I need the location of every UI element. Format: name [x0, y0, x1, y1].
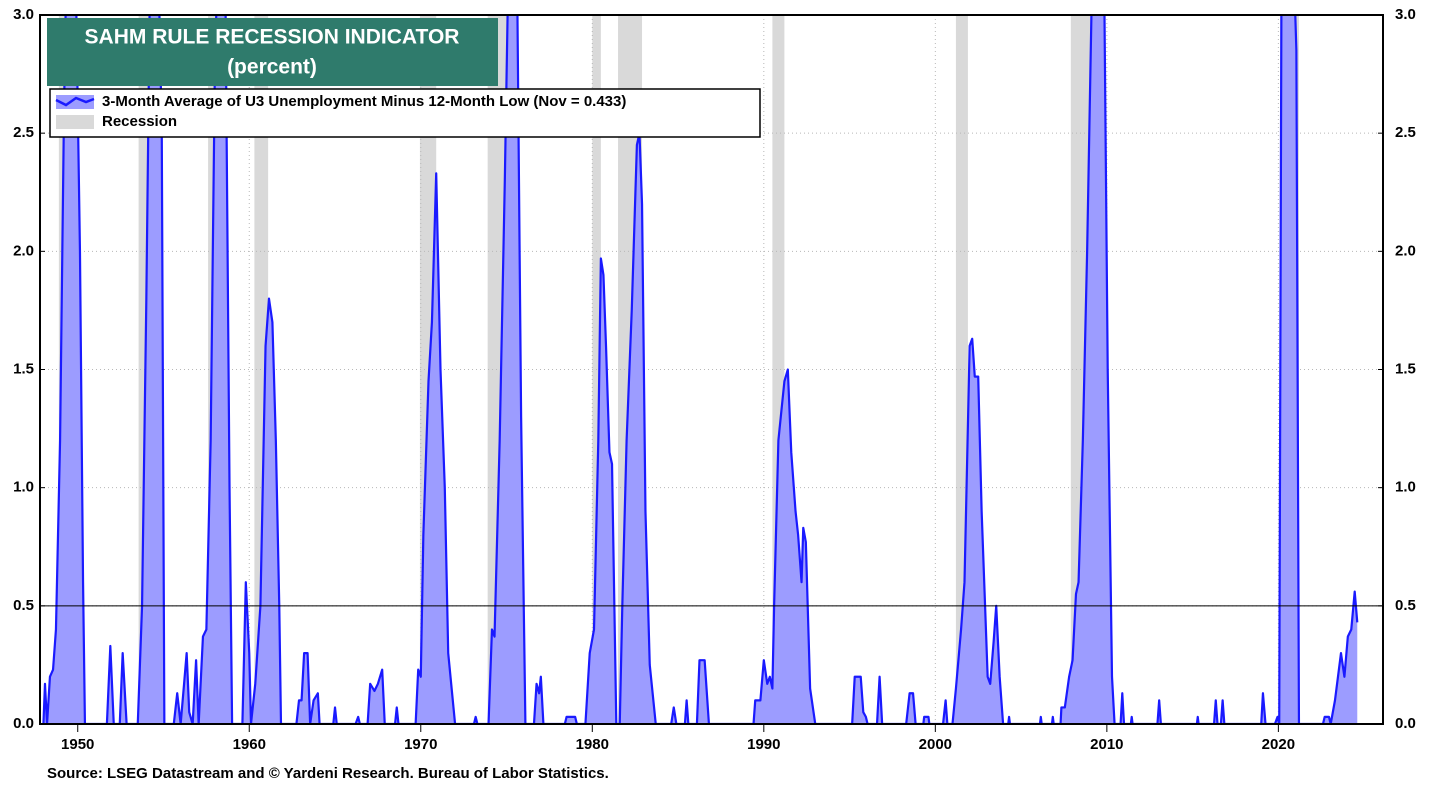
x-tick-label: 1950	[61, 736, 94, 753]
x-tick-label: 2000	[919, 736, 952, 753]
y2-tick-label: 0.5	[1395, 597, 1416, 614]
x-tick-label: 1960	[233, 736, 266, 753]
legend-line	[55, 96, 95, 107]
y-tick-label: 0.0	[13, 715, 34, 732]
x-tick-label: 1980	[576, 736, 609, 753]
y-tick-label: 1.5	[13, 360, 34, 377]
x-tick-label: 2010	[1090, 736, 1123, 753]
y-tick-label: 2.0	[13, 242, 34, 259]
legend-label: Recession	[102, 113, 177, 130]
y2-tick-label: 2.0	[1395, 242, 1416, 259]
y-tick-label: 2.5	[13, 124, 34, 141]
x-tick-label: 2020	[1262, 736, 1295, 753]
series-area	[43, 15, 1358, 724]
legend-label: 3-Month Average of U3 Unemployment Minus…	[102, 93, 626, 110]
plot-frame	[39, 14, 1384, 725]
x-tick-label: 1970	[404, 736, 437, 753]
plot-layer	[40, 15, 1383, 724]
chart-title: SAHM RULE RECESSION INDICATOR	[85, 26, 460, 49]
x-tick-label: 1990	[747, 736, 780, 753]
y2-tick-label: 1.5	[1395, 360, 1416, 377]
y2-tick-label: 1.0	[1395, 479, 1416, 496]
y2-tick-label: 2.5	[1395, 124, 1416, 141]
y2-tick-label: 0.0	[1395, 715, 1416, 732]
y-tick-label: 3.0	[13, 6, 34, 23]
source-note: Source: LSEG Datastream and © Yardeni Re…	[47, 765, 609, 782]
chart-subtitle: (percent)	[227, 56, 317, 79]
title-box	[47, 18, 498, 86]
y2-tick-label: 3.0	[1395, 6, 1416, 23]
series-line	[42, 15, 1359, 724]
y-tick-label: 0.5	[13, 597, 34, 614]
foreground-layer: 0.0 0.0 0.5 0.5 1.0 1.0 1.5 1.5 2.0 2.0 2.5 2.5 3.0 3…	[13, 6, 1416, 753]
legend-swatch	[56, 115, 94, 129]
y-tick-label: 1.0	[13, 479, 34, 496]
legend-box	[49, 88, 761, 138]
